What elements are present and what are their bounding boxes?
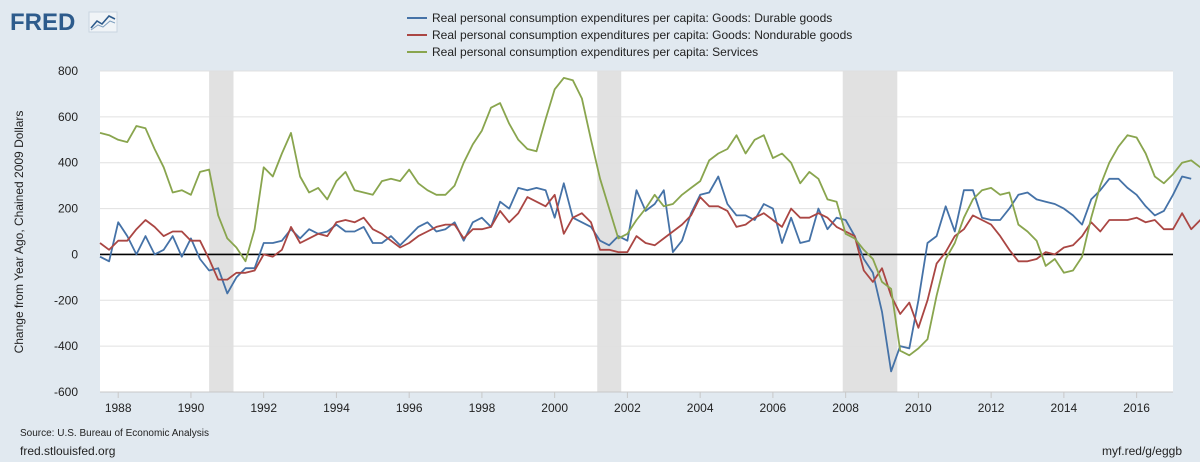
fred-logo-text: FRED [10, 9, 75, 36]
site-link[interactable]: fred.stlouisfed.org [20, 444, 116, 458]
x-tick-label: 1994 [323, 401, 350, 415]
series-lines [99, 77, 1200, 373]
x-tick-label: 2004 [687, 401, 714, 415]
x-tick-label: 2016 [1123, 401, 1150, 415]
y-tick-label: 400 [58, 156, 78, 170]
gridlines [100, 70, 1173, 393]
x-tick-label: 2008 [832, 401, 859, 415]
x-tick-label: 2012 [978, 401, 1005, 415]
x-tick-label: 2002 [614, 401, 641, 415]
y-tick-label: -600 [54, 385, 78, 399]
x-tick-label: 2014 [1051, 401, 1078, 415]
x-axis: 1988 1990 1992 1994 1996 1998 2000 2002 2004 2006… [100, 391, 1173, 415]
y-tick-label: -200 [54, 293, 78, 307]
fred-logo-graphic: FRED [10, 9, 118, 36]
x-tick-label: 1990 [178, 401, 205, 415]
legend: Real personal consumption expenditures p… [407, 11, 852, 59]
legend-label-0[interactable]: Real personal consumption expenditures p… [432, 11, 832, 25]
recession-band-1 [597, 71, 622, 392]
x-tick-label: 2000 [541, 401, 568, 415]
recession-band-0 [209, 71, 234, 392]
y-tick-label: -400 [54, 339, 78, 353]
fred-logo-chart-icon [88, 11, 118, 33]
recession-band-2 [842, 71, 898, 392]
fred-logo[interactable]: FRED [10, 8, 120, 41]
x-tick-label: 1996 [396, 401, 423, 415]
series-line-1 [99, 193, 1200, 329]
series-line-0 [99, 175, 1192, 373]
x-tick-label: 2010 [905, 401, 932, 415]
x-tick-label: 1998 [469, 401, 496, 415]
y-tick-label: 600 [58, 110, 78, 124]
x-tick-label: 1992 [250, 401, 277, 415]
x-tick-label: 2006 [760, 401, 787, 415]
legend-label-1[interactable]: Real personal consumption expenditures p… [432, 28, 852, 42]
plot-area [100, 71, 1173, 392]
series-line-2 [99, 77, 1200, 357]
legend-label-2[interactable]: Real personal consumption expenditures p… [432, 45, 758, 59]
source-note: Source: U.S. Bureau of Economic Analysis [20, 428, 209, 439]
y-axis-label: Change from Year Ago, Chained 2009 Dolla… [12, 111, 26, 354]
y-tick-label: 0 [71, 247, 78, 261]
y-tick-label: 200 [58, 202, 78, 216]
y-axis: 800 600 400 200 0 -200 -400 -600 [54, 64, 78, 399]
x-tick-label: 1988 [105, 401, 132, 415]
y-tick-label: 800 [58, 64, 78, 78]
short-url[interactable]: myf.red/g/eggb [1101, 444, 1182, 458]
